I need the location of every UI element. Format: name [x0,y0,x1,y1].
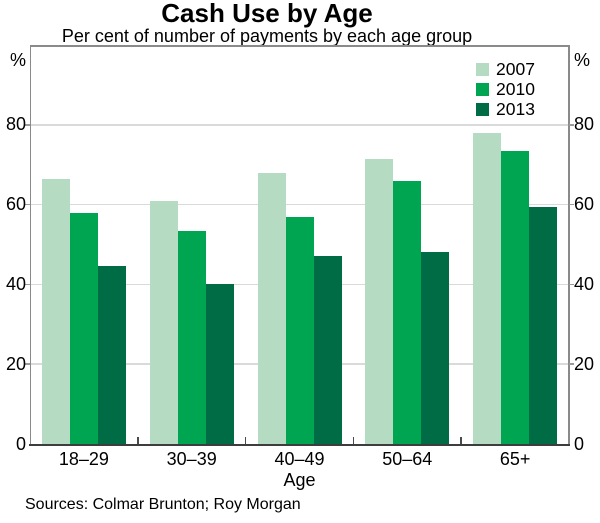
chart-subtitle: Per cent of number of payments by each a… [61,26,473,46]
legend-item-2013: 2013 [476,99,535,119]
x-axis-title: Age [283,470,316,490]
y-tick-label-left-40: 40 [5,273,26,294]
plot-border-right [568,45,570,444]
plot-border-top [30,45,569,47]
y-axis-unit-right: % [574,50,591,70]
bar-2010-group2 [285,216,314,444]
category-label-3: 50–64 [382,449,433,469]
y-axis-unit-left: % [9,50,26,70]
x-boundary-tick-4 [460,437,462,444]
y-tick-label-left-20: 20 [5,353,26,374]
bar-2010-group4 [501,150,530,444]
y-tick-label-right-60: 60 [574,194,595,215]
bar-2010-group1 [177,230,206,444]
legend-swatch-2010 [476,82,489,96]
legend-label-2010: 2010 [496,79,535,99]
legend-item-2010: 2010 [476,79,535,99]
bar-2013-group2 [313,256,342,444]
category-label-0: 18–29 [58,449,109,469]
bar-2013-group4 [529,206,558,444]
bar-2010-group0 [69,212,98,444]
x-boundary-tick-2 [244,437,247,444]
y-tick-label-right-80: 80 [574,114,595,135]
legend-label-2007: 2007 [496,59,535,79]
bar-2013-group0 [97,266,126,444]
legend-item-2007: 2007 [476,59,535,79]
legend: 2007 2010 2013 [476,59,535,119]
gridline-60 [31,203,568,206]
y-tick-left-40 [25,283,30,286]
bar-2010-group3 [393,180,422,444]
y-tick-right-60 [569,203,574,206]
bar-2007-group1 [149,200,178,444]
bar-2007-group3 [365,158,394,444]
y-tick-label-left-80: 80 [5,114,26,135]
y-tick-label-left-60: 60 [5,194,26,215]
chart-title: Cash Use by Age [161,0,373,28]
bar-2013-group1 [205,284,234,444]
y-tick-label-right-40: 40 [574,273,595,294]
x-boundary-tick-3 [352,437,355,444]
y-tick-right-40 [569,283,574,286]
y-tick-left-80 [25,124,30,126]
legend-swatch-2013 [476,102,489,116]
y-tick-left-60 [25,203,30,206]
source-note: Sources: Colmar Brunton; Roy Morgan [25,496,301,513]
y-tick-right-80 [569,124,574,126]
bar-2007-group4 [473,132,502,444]
bar-2007-group2 [257,172,286,444]
category-label-1: 30–39 [166,449,217,469]
plot-border-left [29,45,31,444]
bar-2007-group0 [41,178,70,444]
x-boundary-tick-1 [137,437,139,444]
y-tick-right-20 [569,363,574,365]
legend-swatch-2007 [476,62,489,76]
legend-label-2013: 2013 [496,99,535,119]
category-label-2: 40–49 [274,449,325,469]
gridline-80 [31,124,568,126]
x-axis-line [29,444,570,446]
y-tick-left-20 [25,363,30,365]
y-tick-label-right-0: 0 [574,433,585,454]
y-tick-label-left-0: 0 [15,433,26,454]
category-label-4: 65+ [499,449,531,469]
y-tick-label-right-20: 20 [574,353,595,374]
bar-2013-group3 [421,252,450,444]
